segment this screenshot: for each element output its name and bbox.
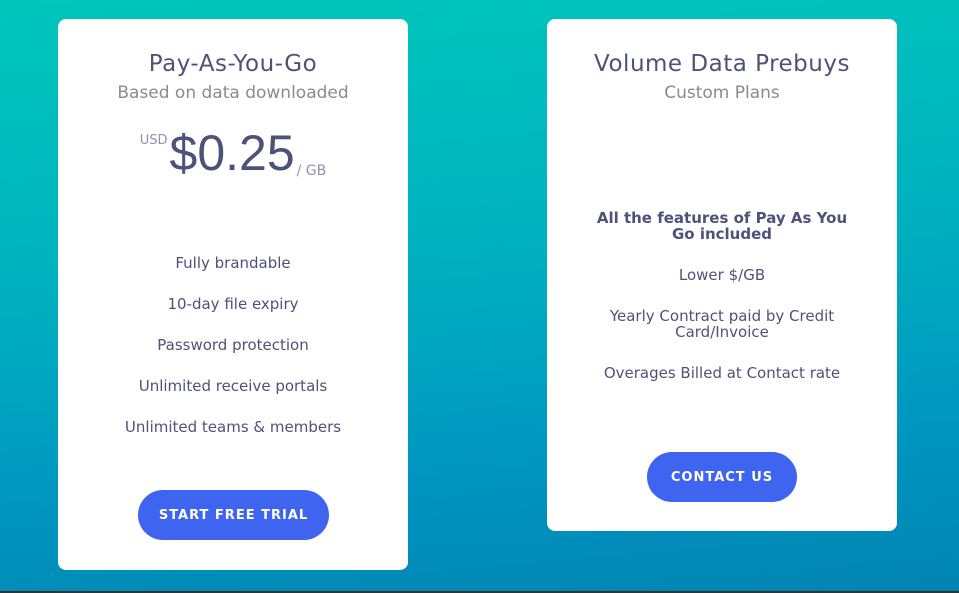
plan-subtitle: Custom Plans xyxy=(664,83,780,103)
feature-item: Overages Billed at Contact rate xyxy=(603,364,841,382)
bottom-border xyxy=(0,591,959,593)
contact-us-button[interactable]: CONTACT US xyxy=(647,452,797,502)
currency: USD xyxy=(139,133,168,148)
plan-card-volume-prebuys: Volume Data Prebuys Custom Plans All the… xyxy=(547,19,897,531)
feature-list: All the features of Pay As You Go includ… xyxy=(547,210,897,381)
feature-item: All the features of Pay As You Go includ… xyxy=(596,209,848,243)
plan-title: Pay-As-You-Go xyxy=(148,51,318,77)
plan-title: Volume Data Prebuys xyxy=(594,51,850,77)
feature-list: Fully brandable 10-day file expiry Passw… xyxy=(58,255,408,435)
feature-item: Unlimited receive portals xyxy=(138,377,328,395)
feature-item: Fully brandable xyxy=(175,254,291,272)
start-free-trial-button[interactable]: START FREE TRIAL xyxy=(138,490,329,540)
price-amount: $0.25 xyxy=(169,125,295,181)
feature-item: 10-day file expiry xyxy=(167,295,299,313)
feature-item: Password protection xyxy=(157,336,309,354)
price: USD $0.25 / GB xyxy=(58,125,408,215)
price-unit: / GB xyxy=(296,163,327,179)
feature-item: Unlimited teams & members xyxy=(124,418,342,436)
plan-card-pay-as-you-go: Pay-As-You-Go Based on data downloaded U… xyxy=(58,19,408,570)
feature-item: Yearly Contract paid by Credit Card/Invo… xyxy=(609,307,835,341)
feature-item: Lower $/GB xyxy=(678,266,766,284)
plan-subtitle: Based on data downloaded xyxy=(117,83,349,103)
